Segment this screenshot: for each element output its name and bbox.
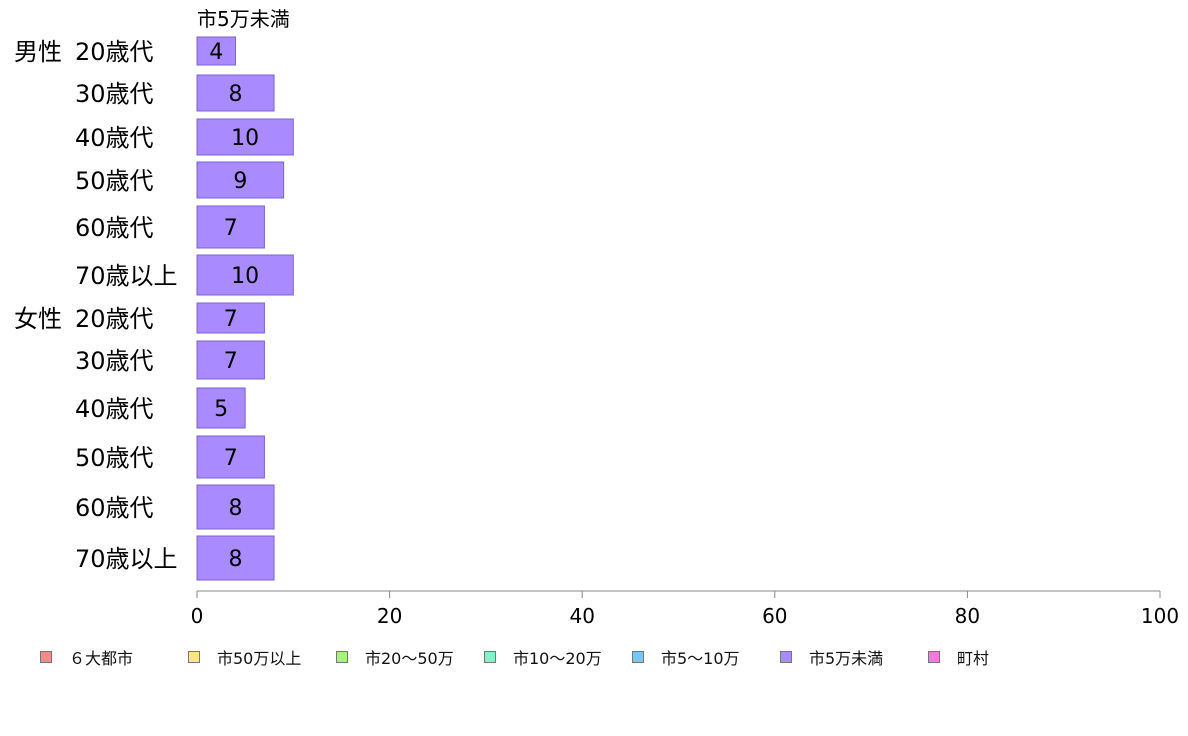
legend-label: ６大都市 bbox=[69, 649, 134, 668]
data-label: 5 bbox=[214, 397, 228, 422]
x-tick-label: 0 bbox=[191, 604, 204, 628]
legend-item: 市5万未満 bbox=[780, 645, 928, 669]
legend-label: 市20～50万 bbox=[365, 649, 454, 668]
bar bbox=[196, 205, 265, 249]
category-label: 20歳代 bbox=[75, 305, 154, 333]
bar bbox=[196, 161, 285, 199]
data-label: 7 bbox=[224, 349, 238, 374]
bar bbox=[196, 484, 275, 530]
bar bbox=[196, 435, 265, 479]
bar bbox=[196, 118, 294, 156]
x-tick-label: 80 bbox=[955, 604, 980, 628]
category-label: 30歳代 bbox=[75, 347, 154, 375]
legend-item: 市50万以上 bbox=[188, 645, 336, 669]
category-label: 60歳代 bbox=[75, 494, 154, 522]
data-label: 7 bbox=[224, 307, 238, 332]
legend-item: 市20～50万 bbox=[336, 645, 484, 669]
data-label: 7 bbox=[224, 216, 238, 241]
legend-item: 町村 bbox=[928, 645, 1018, 669]
legend-swatch bbox=[40, 651, 52, 663]
bar bbox=[196, 302, 265, 334]
category-label: 70歳以上 bbox=[75, 262, 178, 290]
category-label: 70歳以上 bbox=[75, 545, 178, 573]
legend-swatch bbox=[632, 651, 644, 663]
category-label: 50歳代 bbox=[75, 167, 154, 195]
series-title: 市5万未満 bbox=[197, 7, 290, 31]
legend-item: 市10～20万 bbox=[484, 645, 632, 669]
data-label: 8 bbox=[229, 547, 243, 572]
bar bbox=[196, 535, 275, 581]
legend-label: 市50万以上 bbox=[217, 649, 302, 668]
legend-item: 市5～10万 bbox=[632, 645, 780, 669]
legend-label: 市5～10万 bbox=[661, 649, 740, 668]
legend-swatch bbox=[188, 651, 200, 663]
category-label: 50歳代 bbox=[75, 444, 154, 472]
category-label: 60歳代 bbox=[75, 214, 154, 242]
legend-label: 市5万未満 bbox=[809, 649, 884, 668]
legend: ６大都市 市50万以上 市20～50万 市10～20万 市5～10万 市5万未満 町村 bbox=[40, 645, 1018, 669]
group-label: 女性 bbox=[14, 305, 62, 333]
data-label: 8 bbox=[229, 82, 243, 107]
data-label: 4 bbox=[209, 40, 223, 65]
x-tick-label: 60 bbox=[762, 604, 787, 628]
bar bbox=[196, 254, 294, 296]
legend-swatch bbox=[780, 651, 792, 663]
bar bbox=[196, 387, 246, 429]
data-label: 8 bbox=[229, 496, 243, 521]
x-tick-label: 100 bbox=[1141, 604, 1179, 628]
data-label: 10 bbox=[231, 126, 259, 151]
legend-swatch bbox=[928, 651, 940, 663]
data-label: 10 bbox=[231, 264, 259, 289]
category-label: 40歳代 bbox=[75, 395, 154, 423]
x-tick-label: 20 bbox=[377, 604, 402, 628]
category-label: 20歳代 bbox=[75, 38, 154, 66]
group-label: 男性 bbox=[14, 38, 62, 66]
bar bbox=[196, 74, 275, 112]
category-label: 30歳代 bbox=[75, 80, 154, 108]
legend-item: ６大都市 bbox=[40, 645, 188, 669]
legend-swatch bbox=[336, 651, 348, 663]
bar bbox=[196, 340, 265, 380]
bar bbox=[196, 36, 237, 66]
data-label: 9 bbox=[233, 169, 247, 194]
category-label: 40歳代 bbox=[75, 124, 154, 152]
legend-label: 市10～20万 bbox=[513, 649, 602, 668]
legend-label: 町村 bbox=[957, 649, 990, 668]
x-tick-label: 40 bbox=[569, 604, 594, 628]
legend-swatch bbox=[484, 651, 496, 663]
data-label: 7 bbox=[224, 446, 238, 471]
